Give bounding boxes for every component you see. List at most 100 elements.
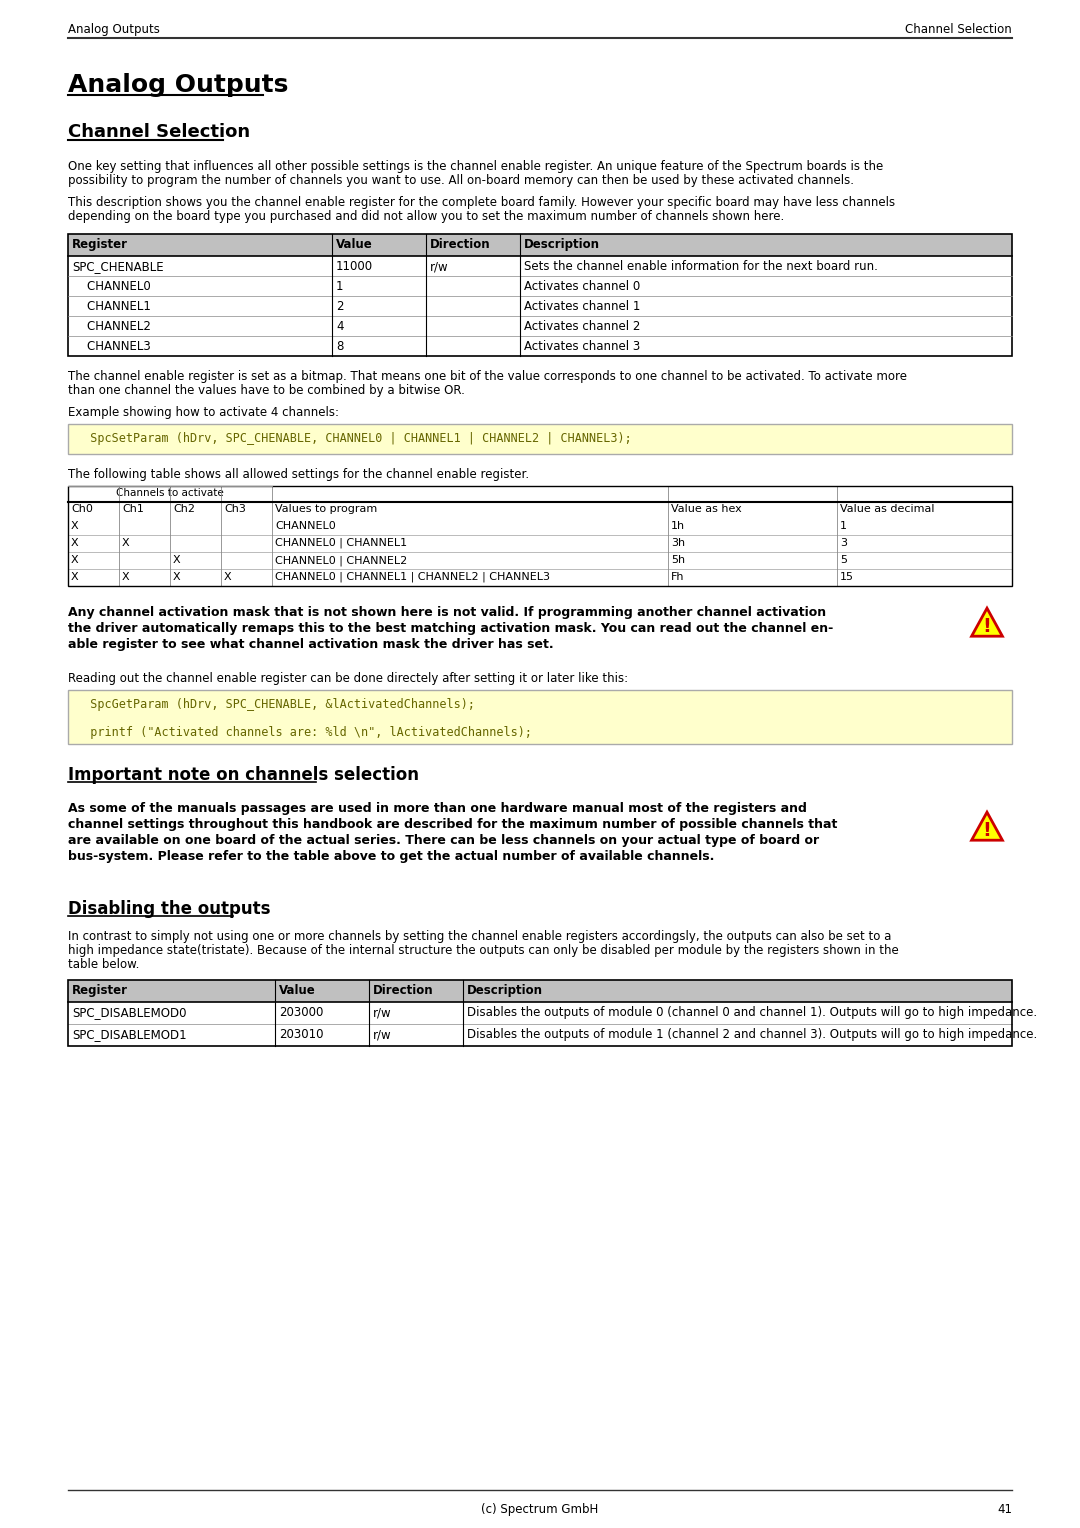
Polygon shape [972,608,1002,636]
Text: able register to see what channel activation mask the driver has set.: able register to see what channel activa… [68,639,554,651]
Text: Sets the channel enable information for the next board run.: Sets the channel enable information for … [524,260,878,274]
Text: 1: 1 [336,280,343,293]
Text: CHANNEL0: CHANNEL0 [72,280,151,293]
Text: CHANNEL0 | CHANNEL1 | CHANNEL2 | CHANNEL3: CHANNEL0 | CHANNEL1 | CHANNEL2 | CHANNEL… [275,571,550,582]
Text: channel settings throughout this handbook are described for the maximum number o: channel settings throughout this handboo… [68,817,837,831]
Text: CHANNEL0 | CHANNEL2: CHANNEL0 | CHANNEL2 [275,555,407,565]
Text: Value as hex: Value as hex [671,504,742,513]
Text: 11000: 11000 [336,260,373,274]
Text: than one channel the values have to be combined by a bitwise OR.: than one channel the values have to be c… [68,384,464,397]
Bar [68,979,1012,1047]
Text: 203000: 203000 [279,1005,323,1019]
Text: 2: 2 [336,299,343,313]
Text: 203010: 203010 [279,1028,324,1041]
Text: 41: 41 [997,1504,1012,1516]
Text: Values to program: Values to program [275,504,377,513]
Text: Value: Value [336,238,373,251]
Text: 15: 15 [840,571,854,582]
Text: Register: Register [72,984,129,996]
Text: Activates channel 0: Activates channel 0 [524,280,640,293]
Text: Channel Selection: Channel Selection [68,122,251,141]
Text: SpcGetParam (hDrv, SPC_CHENABLE, &lActivatedChannels);: SpcGetParam (hDrv, SPC_CHENABLE, &lActiv… [76,698,475,711]
Text: Any channel activation mask that is not shown here is not valid. If programming : Any channel activation mask that is not … [68,607,826,619]
Text: Activates channel 2: Activates channel 2 [524,319,640,333]
Text: CHANNEL0: CHANNEL0 [275,521,336,532]
Text: SPC_DISABLEMOD0: SPC_DISABLEMOD0 [72,1005,187,1019]
Bar [68,234,1012,257]
Text: X: X [224,571,231,582]
Text: 8: 8 [336,341,343,353]
Bar [68,486,1012,587]
Text: !: ! [983,822,991,840]
Text: In contrast to simply not using one or more channels by setting the channel enab: In contrast to simply not using one or m… [68,931,891,943]
Bar [68,691,1012,744]
Text: Ch3: Ch3 [224,504,246,513]
Text: X: X [122,538,130,549]
Text: Ch2: Ch2 [173,504,195,513]
Text: Value: Value [279,984,315,996]
Text: r/w: r/w [430,260,448,274]
Text: the driver automatically remaps this to the best matching activation mask. You c: the driver automatically remaps this to … [68,622,834,636]
Text: Analog Outputs: Analog Outputs [68,73,288,96]
Text: Direction: Direction [373,984,434,996]
Text: X: X [71,538,79,549]
Text: Channel Selection: Channel Selection [905,23,1012,37]
Text: Channels to activate: Channels to activate [117,487,224,498]
Text: Description: Description [524,238,600,251]
Text: 1: 1 [840,521,847,532]
Text: Direction: Direction [430,238,490,251]
Text: 3h: 3h [671,538,685,549]
Text: Disables the outputs of module 0 (channel 0 and channel 1). Outputs will go to h: Disables the outputs of module 0 (channe… [467,1005,1037,1019]
Text: are available on one board of the actual series. There can be less channels on y: are available on one board of the actual… [68,834,819,847]
Text: The following table shows all allowed settings for the channel enable register.: The following table shows all allowed se… [68,468,529,481]
Bar [68,234,1012,356]
Text: X: X [173,555,180,565]
Text: CHANNEL3: CHANNEL3 [72,341,151,353]
Text: SPC_CHENABLE: SPC_CHENABLE [72,260,164,274]
Polygon shape [972,813,1002,840]
Text: One key setting that influences all other possible settings is the channel enabl: One key setting that influences all othe… [68,160,883,173]
Text: 5: 5 [840,555,847,565]
Text: table below.: table below. [68,958,139,970]
Text: Activates channel 1: Activates channel 1 [524,299,640,313]
Text: bus-system. Please refer to the table above to get the actual number of availabl: bus-system. Please refer to the table ab… [68,850,714,863]
Text: This description shows you the channel enable register for the complete board fa: This description shows you the channel e… [68,196,895,209]
Text: 5h: 5h [671,555,685,565]
Text: Disables the outputs of module 1 (channel 2 and channel 3). Outputs will go to h: Disables the outputs of module 1 (channe… [467,1028,1037,1041]
Text: Fh: Fh [671,571,685,582]
Text: X: X [71,521,79,532]
Text: (c) Spectrum GmbH: (c) Spectrum GmbH [482,1504,598,1516]
Text: Ch1: Ch1 [122,504,144,513]
Text: X: X [173,571,180,582]
Text: The channel enable register is set as a bitmap. That means one bit of the value : The channel enable register is set as a … [68,370,907,384]
Text: Activates channel 3: Activates channel 3 [524,341,640,353]
Text: !: ! [983,617,991,637]
Text: X: X [71,571,79,582]
Text: CHANNEL2: CHANNEL2 [72,319,151,333]
Bar [68,423,1012,454]
Text: Important note on channels selection: Important note on channels selection [68,766,419,784]
Text: X: X [71,555,79,565]
Text: r/w: r/w [373,1005,392,1019]
Text: As some of the manuals passages are used in more than one hardware manual most o: As some of the manuals passages are used… [68,802,807,814]
Text: Reading out the channel enable register can be done directely after setting it o: Reading out the channel enable register … [68,672,629,685]
Text: printf ("Activated channels are: %ld \n", lActivatedChannels);: printf ("Activated channels are: %ld \n"… [76,726,532,740]
Text: Disabling the outputs: Disabling the outputs [68,900,270,918]
Text: Description: Description [467,984,543,996]
Text: Example showing how to activate 4 channels:: Example showing how to activate 4 channe… [68,406,339,419]
Text: 3: 3 [840,538,847,549]
Text: SPC_DISABLEMOD1: SPC_DISABLEMOD1 [72,1028,187,1041]
Text: CHANNEL0 | CHANNEL1: CHANNEL0 | CHANNEL1 [275,538,407,549]
Text: 4: 4 [336,319,343,333]
Text: r/w: r/w [373,1028,392,1041]
Text: Register: Register [72,238,129,251]
Text: possibility to program the number of channels you want to use. All on-board memo: possibility to program the number of cha… [68,174,854,186]
Text: CHANNEL1: CHANNEL1 [72,299,151,313]
Text: Value as decimal: Value as decimal [840,504,934,513]
Text: 1h: 1h [671,521,685,532]
Text: Analog Outputs: Analog Outputs [68,23,160,37]
Text: Ch0: Ch0 [71,504,93,513]
Text: X: X [122,571,130,582]
Text: SpcSetParam (hDrv, SPC_CHENABLE, CHANNEL0 | CHANNEL1 | CHANNEL2 | CHANNEL3);: SpcSetParam (hDrv, SPC_CHENABLE, CHANNEL… [76,432,632,445]
Text: high impedance state(tristate). Because of the internal structure the outputs ca: high impedance state(tristate). Because … [68,944,899,957]
